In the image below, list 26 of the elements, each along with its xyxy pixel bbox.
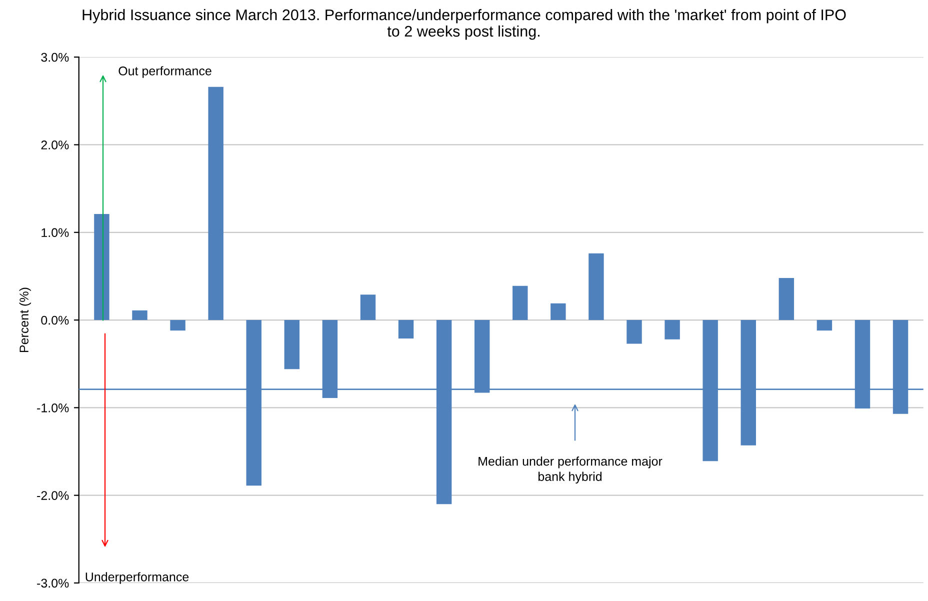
y-axis-title: Percent (%) xyxy=(19,288,31,352)
y-tick-label: -2.0% xyxy=(37,491,69,500)
bar xyxy=(284,320,300,370)
bar xyxy=(94,214,110,320)
bar xyxy=(512,286,528,320)
bar xyxy=(398,320,414,338)
y-tick-label: -1.0% xyxy=(37,403,69,412)
y-tick-label: -3.0% xyxy=(37,578,69,588)
bar xyxy=(360,294,376,320)
bar xyxy=(778,278,794,320)
bar xyxy=(588,253,604,320)
annotation: Out performance xyxy=(118,66,212,78)
bar xyxy=(626,320,642,344)
bar xyxy=(132,310,148,320)
bar xyxy=(208,86,224,320)
bar xyxy=(664,320,680,340)
y-tick-label: 1.0% xyxy=(42,228,69,238)
annotation: Underperformance xyxy=(86,572,189,584)
annotation: Median under performance major bank hybrid xyxy=(478,456,662,484)
bar xyxy=(550,303,566,320)
bar xyxy=(170,320,186,331)
y-tick-label: 0.0% xyxy=(41,316,69,325)
y-tick-label: 2.0% xyxy=(41,140,69,150)
bar xyxy=(816,320,832,331)
y-tick-label: 3.0% xyxy=(41,52,69,62)
chart-title: Hybrid Issuance since March 2013. Performance/underperformance compared with the 'market' from point of IPO to 2 weeks post listing. xyxy=(82,9,846,40)
